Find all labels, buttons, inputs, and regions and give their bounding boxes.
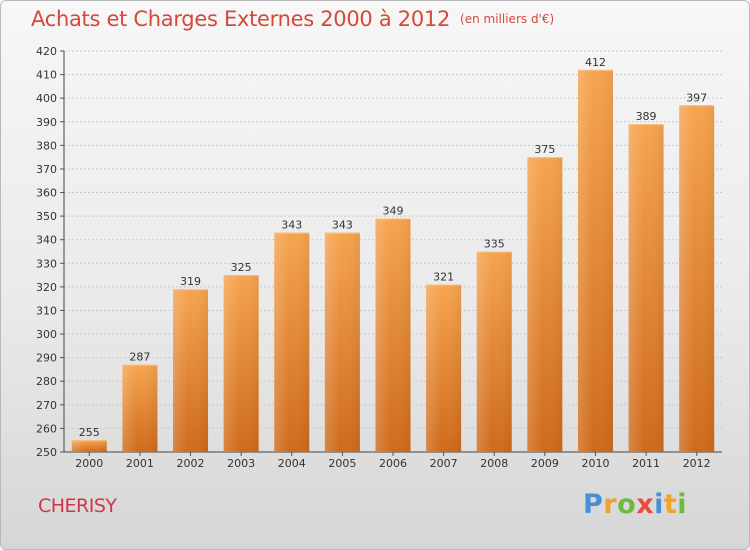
y-tick-label: 340: [36, 234, 57, 247]
x-tick-label: 2007: [430, 457, 458, 470]
x-tick-label: 2001: [126, 457, 154, 470]
y-tick-label: 300: [36, 328, 57, 341]
bar-shine: [71, 440, 107, 452]
value-label: 349: [383, 204, 404, 217]
bar-shine: [679, 105, 715, 453]
y-tick-label: 280: [36, 375, 57, 388]
x-tick-label: 2004: [278, 457, 306, 470]
logo-letter: r: [603, 489, 618, 520]
chart-title: Achats et Charges Externes 2000 à 2012 (e…: [31, 7, 554, 37]
y-tick-label: 290: [36, 352, 57, 365]
bar-layer: [71, 69, 715, 453]
y-tick-label: 320: [36, 281, 57, 294]
x-tick-label: 2008: [480, 457, 508, 470]
y-tick-label: 250: [36, 446, 57, 459]
bar-shine: [324, 232, 360, 452]
logo-letter: i: [654, 489, 664, 520]
value-label: 325: [231, 261, 252, 274]
y-tick-label: 390: [36, 116, 57, 129]
x-tick-label: 2010: [581, 457, 609, 470]
value-label: 412: [585, 56, 606, 69]
x-tick-label: 2012: [683, 457, 711, 470]
logo-letter: i: [677, 489, 688, 520]
y-tick-label: 260: [36, 422, 57, 435]
value-label: 321: [433, 271, 454, 284]
value-label: 343: [332, 219, 353, 232]
label-layer: 255 287 319 325 343 343 349 321 335 375 412 389 397: [79, 56, 707, 439]
y-tick-label: 360: [36, 187, 57, 200]
y-tick-label: 330: [36, 257, 57, 270]
value-label: 255: [79, 426, 100, 439]
proxiti-logo[interactable]: Proxiti: [583, 489, 687, 520]
y-tick-label: 420: [36, 45, 57, 58]
bar-shine: [628, 124, 664, 452]
value-label: 335: [484, 238, 505, 251]
value-label: 389: [636, 110, 657, 123]
commune-name: CHERISY: [38, 495, 117, 517]
x-tick-label: 2006: [379, 457, 407, 470]
chart-unit-note: (en milliers d'€): [460, 12, 555, 26]
x-tick-label: 2011: [632, 457, 660, 470]
bar-shine: [173, 289, 209, 452]
logo-letter: x: [636, 489, 655, 520]
x-tick-label: 2000: [75, 457, 103, 470]
x-tick-label: 2002: [177, 457, 205, 470]
x-tick-label: 2009: [531, 457, 559, 470]
x-tick-label: 2005: [328, 457, 356, 470]
bar-shine: [527, 157, 563, 452]
logo-letter: t: [663, 489, 678, 520]
bar-shine: [476, 251, 512, 452]
y-tick-label: 270: [36, 399, 57, 412]
y-tick-label: 350: [36, 210, 57, 223]
bar-shine: [577, 69, 613, 452]
y-tick-label: 380: [36, 139, 57, 152]
y-tick-label: 310: [36, 304, 57, 317]
bar-shine: [375, 218, 411, 452]
value-label: 287: [129, 351, 150, 364]
logo-letter: o: [617, 489, 637, 520]
y-tick-label: 410: [36, 69, 57, 82]
y-tick-label: 370: [36, 163, 57, 176]
value-label: 343: [281, 219, 302, 232]
bar-shine: [426, 284, 462, 452]
chart-title-text: Achats et Charges Externes 2000 à 2012: [31, 7, 451, 31]
x-tick-label: 2003: [227, 457, 255, 470]
value-label: 375: [534, 143, 555, 156]
bar-shine: [122, 364, 158, 452]
value-label: 397: [686, 91, 707, 104]
bar-shine: [223, 275, 259, 452]
value-label: 319: [180, 275, 201, 288]
y-tick-label: 400: [36, 92, 57, 105]
bar-shine: [274, 232, 310, 452]
logo-letter: P: [583, 489, 604, 520]
